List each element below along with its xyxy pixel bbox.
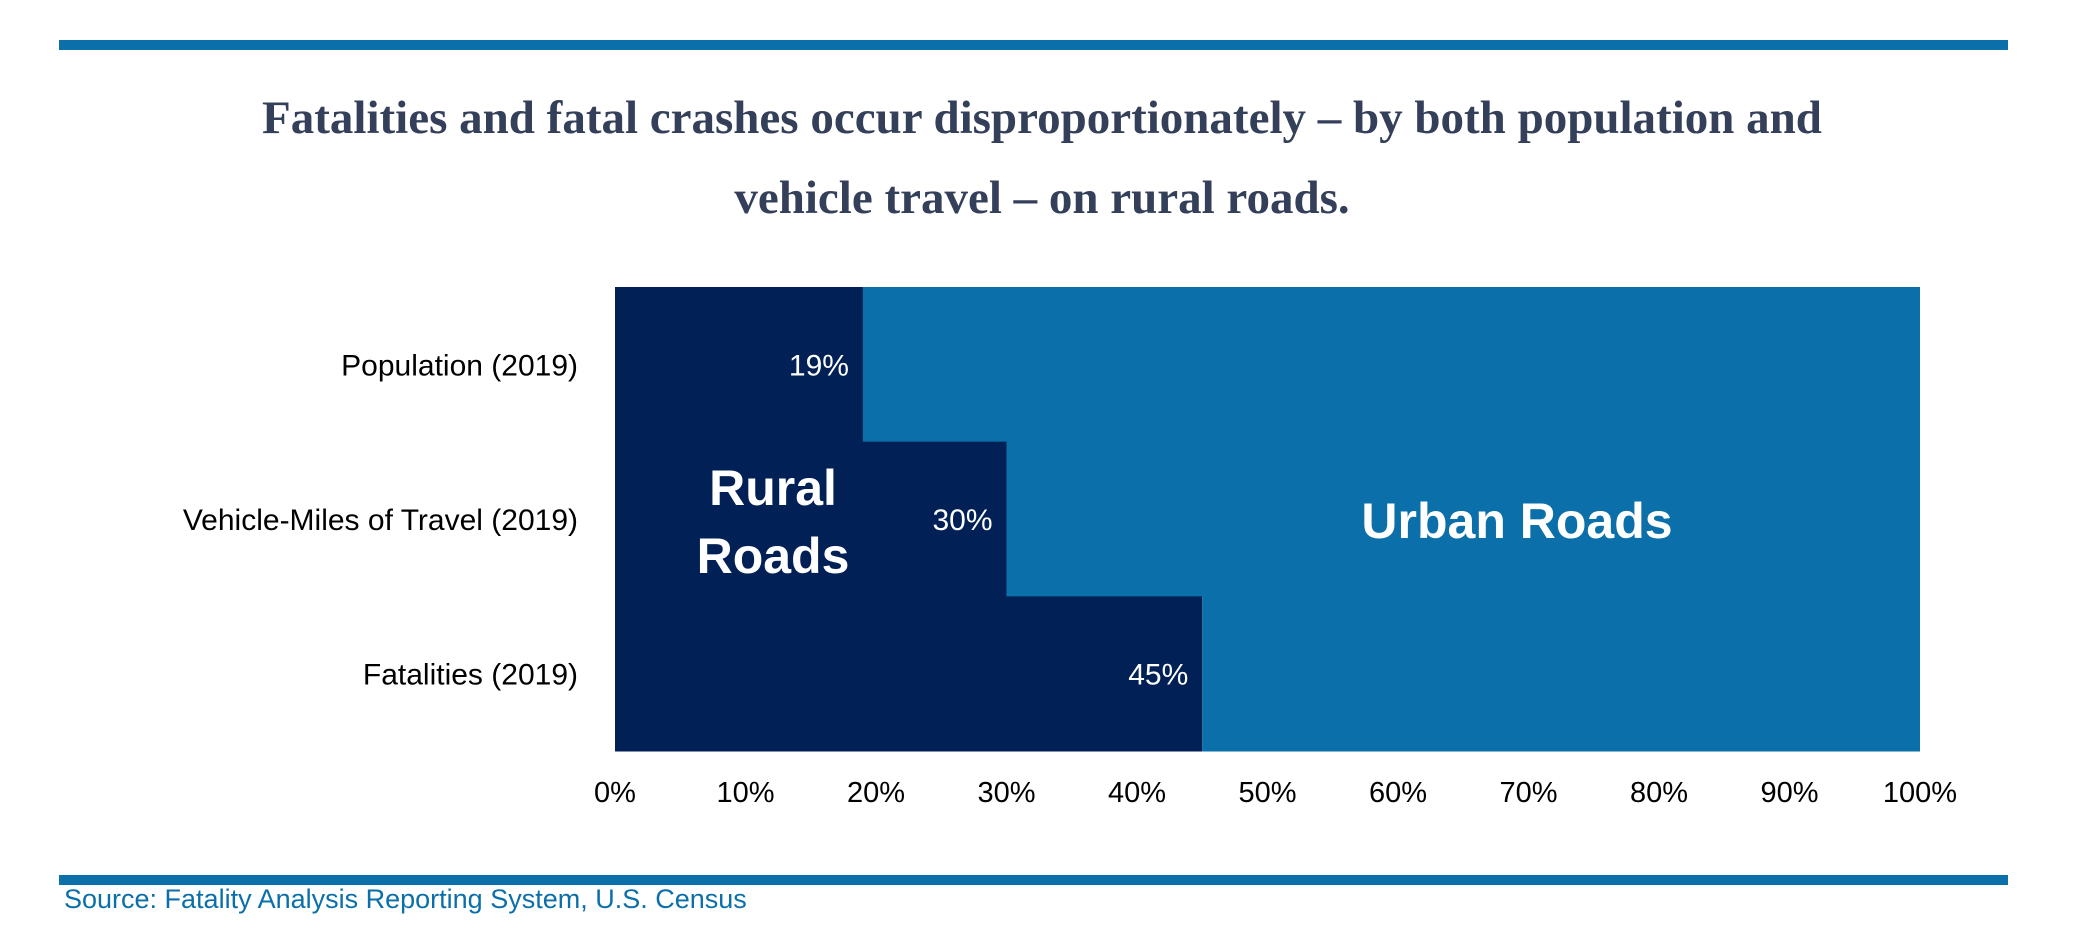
x-tick-label: 30% (977, 777, 1035, 809)
x-tick-label: 100% (1883, 777, 1957, 809)
x-tick-label: 80% (1630, 777, 1688, 809)
category-label: Population (2019) (341, 349, 578, 382)
x-tick-label: 10% (716, 777, 774, 809)
series-label-rural: Rural (709, 460, 837, 516)
data-label: 30% (932, 504, 992, 537)
title-line-2: vehicle travel – on rural roads. (734, 172, 1350, 224)
x-tick-label: 90% (1760, 777, 1818, 809)
source-note: Source: Fatality Analysis Reporting Syst… (64, 884, 747, 914)
series-label-rural: Roads (697, 528, 850, 584)
data-label: 19% (789, 349, 849, 382)
bottom-rule (59, 875, 2008, 885)
title-line-1: Fatalities and fatal crashes occur dispr… (262, 92, 1822, 144)
data-label: 45% (1128, 659, 1188, 692)
bar-rural (615, 287, 863, 443)
bar-urban (862, 287, 1921, 443)
x-tick-label: 50% (1238, 777, 1296, 809)
series-label-urban: Urban Roads (1361, 493, 1672, 549)
x-tick-label: 70% (1499, 777, 1557, 809)
bar-urban (1202, 596, 1920, 752)
category-label: Vehicle-Miles of Travel (2019) (183, 504, 578, 537)
category-label: Fatalities (2019) (363, 659, 578, 692)
bar-urban (1006, 441, 1920, 597)
x-tick-label: 40% (1108, 777, 1166, 809)
bar-rural (615, 596, 1203, 752)
x-tick-label: 60% (1369, 777, 1427, 809)
chart-title: Fatalities and fatal crashes occur dispr… (0, 78, 2084, 238)
bar-rural (615, 441, 1007, 597)
x-tick-label: 20% (847, 777, 905, 809)
top-rule (59, 40, 2008, 50)
x-tick-label: 0% (594, 777, 636, 809)
